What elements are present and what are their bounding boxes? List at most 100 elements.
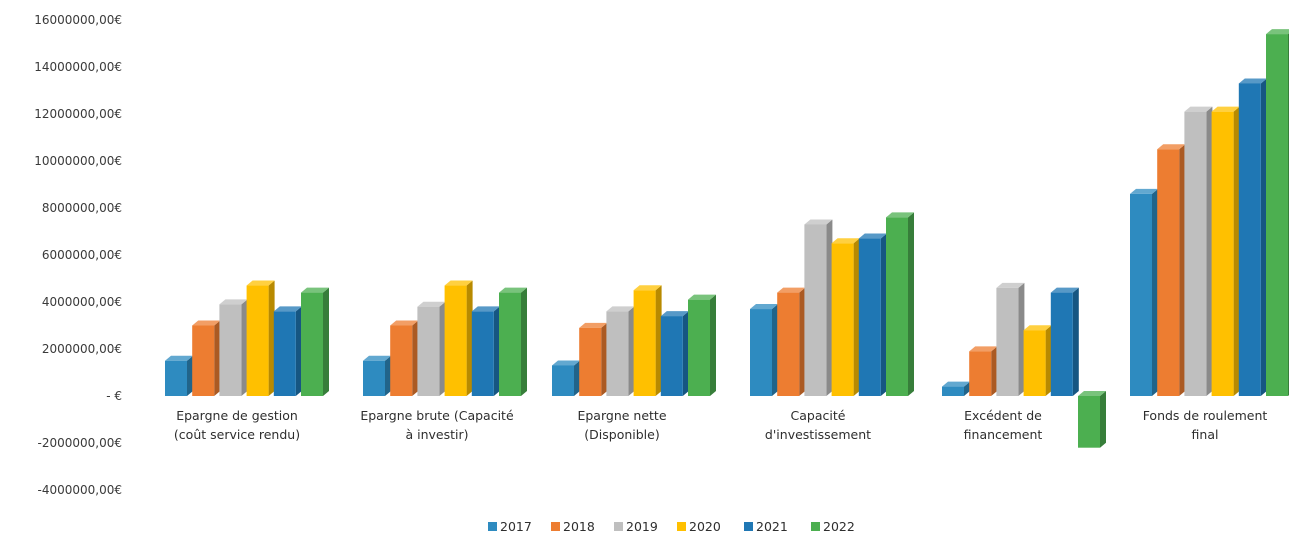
bar-side bbox=[1045, 325, 1052, 396]
bar bbox=[1078, 391, 1106, 448]
bar-front bbox=[1211, 111, 1234, 397]
bar-front bbox=[688, 299, 710, 396]
bar-side bbox=[439, 301, 446, 396]
legend-swatch bbox=[677, 522, 686, 531]
bar-top bbox=[1211, 106, 1240, 112]
y-tick-label: 12000000,00€ bbox=[34, 107, 122, 121]
bar-side bbox=[1018, 282, 1025, 396]
legend: 2017 2018 2019 2020 2021 2022 bbox=[488, 519, 855, 534]
bar-front bbox=[750, 309, 772, 396]
legend-swatch bbox=[488, 522, 497, 531]
bar bbox=[831, 238, 860, 396]
bar bbox=[1023, 325, 1052, 396]
bar bbox=[996, 282, 1025, 396]
legend-label: 2017 bbox=[500, 519, 532, 534]
y-tick-label: 6000000,00€ bbox=[42, 248, 122, 262]
bar-front bbox=[831, 243, 854, 396]
bar bbox=[579, 322, 608, 396]
bar-front bbox=[165, 360, 187, 396]
bar-front bbox=[1078, 396, 1100, 448]
bar bbox=[444, 280, 473, 396]
bar-top bbox=[301, 287, 329, 293]
y-tick-label: 16000000,00€ bbox=[34, 13, 122, 27]
bar-top bbox=[942, 381, 970, 387]
bar-front bbox=[246, 285, 269, 396]
legend-label: 2022 bbox=[823, 519, 855, 534]
bar bbox=[1184, 106, 1213, 397]
bar-front bbox=[499, 292, 521, 396]
bar-top bbox=[1157, 144, 1186, 150]
bar-side bbox=[880, 233, 887, 396]
y-tick-label: -4000000,00€ bbox=[38, 483, 123, 497]
bar bbox=[1050, 287, 1079, 396]
bar-top bbox=[552, 360, 580, 366]
bar-front bbox=[1130, 193, 1152, 396]
bar-front bbox=[660, 316, 683, 396]
bar bbox=[1157, 144, 1186, 396]
legend-label: 2018 bbox=[563, 519, 595, 534]
bar-top bbox=[606, 306, 635, 312]
bar bbox=[1266, 29, 1289, 396]
y-tick-label: 10000000,00€ bbox=[34, 154, 122, 168]
bar-front bbox=[1238, 83, 1261, 396]
bar-front bbox=[390, 325, 413, 396]
bars bbox=[165, 29, 1289, 448]
bar-front bbox=[996, 287, 1019, 396]
bar-front bbox=[301, 292, 323, 396]
bar-front bbox=[804, 224, 827, 396]
bar bbox=[301, 287, 329, 396]
bar bbox=[804, 219, 833, 396]
category-labels: Epargne de gestion (coût service rendu) Ep… bbox=[174, 408, 1267, 442]
bar bbox=[1130, 188, 1158, 396]
y-tick-label: - € bbox=[106, 389, 122, 403]
bar-top bbox=[1078, 391, 1106, 396]
bar-front bbox=[633, 290, 656, 396]
legend-entry: 2017 bbox=[488, 519, 532, 534]
bar bbox=[688, 294, 716, 396]
bar-front bbox=[858, 238, 881, 396]
legend-entry: 2019 bbox=[614, 519, 658, 534]
bar-side bbox=[1233, 106, 1240, 397]
bar-top bbox=[1266, 29, 1289, 35]
category-label: Epargne nette (Disponible) bbox=[577, 408, 666, 442]
category-label: Fonds de roulement final bbox=[1143, 408, 1268, 442]
bar-side bbox=[268, 280, 275, 396]
legend-entry: 2021 bbox=[744, 519, 788, 534]
bar bbox=[777, 287, 806, 396]
bar-top bbox=[219, 299, 248, 305]
bar-side bbox=[964, 381, 970, 396]
bar-top bbox=[831, 238, 860, 244]
bar-top bbox=[499, 287, 527, 293]
bar bbox=[969, 346, 998, 396]
bar-side bbox=[1206, 106, 1213, 397]
bar bbox=[417, 301, 446, 396]
bar-side bbox=[682, 311, 689, 396]
bar bbox=[165, 355, 193, 396]
y-tick-label: 14000000,00€ bbox=[34, 60, 122, 74]
bar-side bbox=[214, 320, 221, 396]
bar-side bbox=[412, 320, 419, 396]
bar-front bbox=[273, 311, 296, 396]
bar-side bbox=[826, 219, 833, 396]
bar-top bbox=[192, 320, 221, 326]
bar-side bbox=[1179, 144, 1186, 396]
bar bbox=[390, 320, 419, 396]
bar bbox=[246, 280, 275, 396]
bar bbox=[273, 306, 302, 396]
bar-top bbox=[390, 320, 419, 326]
bar-top bbox=[1050, 287, 1079, 293]
bar bbox=[552, 360, 580, 396]
legend-swatch bbox=[614, 522, 623, 531]
bar-top bbox=[969, 346, 998, 352]
bar-front bbox=[579, 327, 602, 396]
bar bbox=[750, 304, 778, 396]
y-tick-label: 8000000,00€ bbox=[42, 201, 122, 215]
bar-front bbox=[777, 292, 800, 396]
bar-top bbox=[858, 233, 887, 239]
category-label: Excédent de financement bbox=[964, 408, 1043, 442]
bar-side bbox=[466, 280, 473, 396]
bar-top bbox=[633, 285, 662, 291]
bar-top bbox=[1184, 106, 1213, 112]
bar-top bbox=[750, 304, 778, 310]
bar bbox=[886, 212, 914, 396]
